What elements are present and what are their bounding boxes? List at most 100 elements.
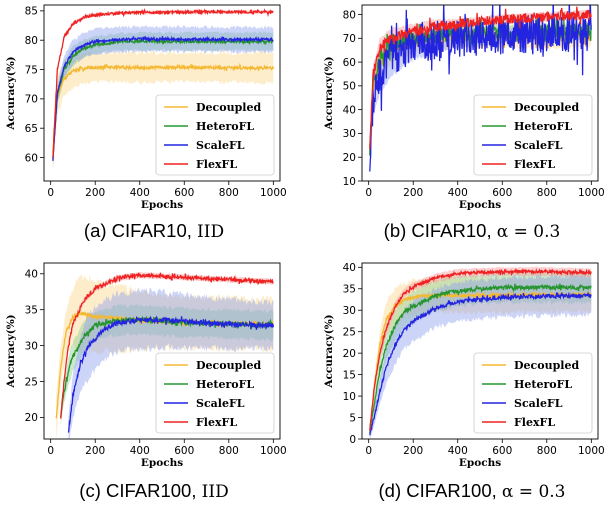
legend-label-scalefl: ScaleFL: [514, 397, 563, 410]
y-tick-label: 30: [25, 340, 38, 352]
x-tick-label: 0: [47, 187, 54, 199]
plot-area: [52, 7, 274, 172]
legend-label-scalefl: ScaleFL: [196, 397, 245, 410]
chart-panel-3: 0 200 400 600 800 1000 20 25 30 35 40 Epochs Accurac…: [5, 262, 287, 502]
band-heterofl: [60, 303, 274, 426]
x-tick-label: 200: [85, 187, 105, 199]
x-tick-label: 0: [47, 445, 54, 457]
legend: Decoupled HeteroFL ScaleFL FlexFL: [155, 94, 275, 176]
legend-label-heterofl: HeteroFL: [196, 120, 254, 133]
y-tick-label: 70: [343, 33, 356, 45]
caption-setting: IID: [202, 482, 229, 502]
x-tick-label: 800: [537, 445, 557, 457]
legend-label-heterofl: HeteroFL: [514, 120, 572, 133]
y-tick-label: 40: [25, 269, 38, 281]
series-line-heterofl: [52, 37, 274, 159]
y-tick-label: 25: [343, 326, 356, 338]
y-tick-label: 75: [25, 64, 38, 76]
x-axis-label: Epochs: [459, 199, 501, 211]
x-axis-label: Epochs: [141, 457, 183, 469]
y-tick-label: 35: [343, 284, 356, 296]
legend-label-flexfl: FlexFL: [196, 158, 237, 171]
chart-panel-4: 0 200 400 600 800 1000 0 5 10 15 20 25 30 35 40 Epochs A…: [323, 262, 605, 502]
legend-label-decoupled: Decoupled: [514, 101, 579, 114]
series-line-scalefl: [369, 5, 592, 172]
plot-area: [55, 271, 274, 439]
legend: Decoupled HeteroFL ScaleFL FlexFL: [473, 352, 593, 434]
panel-caption: (d) CIFAR100, α = 0.3: [379, 480, 566, 502]
series-line-heterofl: [369, 283, 592, 434]
y-tick-label: 80: [343, 9, 356, 21]
y-tick-label: 80: [25, 35, 38, 47]
x-tick-label: 800: [537, 187, 557, 199]
x-tick-label: 600: [492, 187, 512, 199]
legend: Decoupled HeteroFL ScaleFL FlexFL: [473, 94, 593, 176]
y-tick-label: 50: [343, 81, 356, 93]
chart-panel-1: 0 200 400 600 800 1000 60 65 70 75 80 85 Epochs Accur…: [5, 4, 287, 242]
band-decoupled: [52, 50, 274, 172]
x-tick-label: 0: [365, 187, 372, 199]
y-tick-label: 40: [343, 262, 356, 274]
band-heterofl: [369, 270, 592, 438]
x-tick-label: 800: [219, 445, 239, 457]
caption-label: (b): [384, 220, 412, 241]
x-tick-label: 600: [174, 187, 194, 199]
x-axis-label: Epochs: [141, 199, 183, 211]
y-tick-label: 40: [343, 104, 356, 116]
y-tick-label: 10: [343, 176, 356, 188]
legend: Decoupled HeteroFL ScaleFL FlexFL: [155, 352, 275, 434]
axes-frame: [43, 262, 281, 440]
y-tick-label: 10: [343, 391, 356, 403]
legend-box: [473, 94, 593, 176]
x-tick-label: 400: [130, 187, 150, 199]
legend-box: [155, 94, 275, 176]
y-tick-label: 85: [25, 6, 38, 18]
y-tick-label: 30: [343, 128, 356, 140]
caption-label: (d): [379, 480, 407, 501]
x-tick-label: 200: [403, 187, 423, 199]
x-tick-label: 400: [448, 187, 468, 199]
chart-panel-2: 0 200 400 600 800 1000 10 20 30 40 50 60 70 80 Epochs A…: [323, 4, 605, 242]
legend-label-flexfl: FlexFL: [514, 416, 555, 429]
x-tick-label: 600: [492, 445, 512, 457]
y-axis-label: Accuracy(%): [323, 56, 335, 130]
panel-caption: (a) CIFAR10, IID: [84, 220, 224, 242]
caption-label: (c): [79, 480, 106, 501]
axes-frame: [361, 4, 599, 182]
series-line-flexfl: [369, 6, 592, 150]
x-tick-label: 200: [85, 445, 105, 457]
legend-label-heterofl: HeteroFL: [514, 378, 572, 391]
y-tick-label: 15: [343, 369, 356, 381]
plot-area: [369, 5, 592, 172]
x-axis-label: Epochs: [459, 457, 501, 469]
x-tick-label: 1000: [578, 187, 605, 199]
x-tick-label: 200: [403, 445, 423, 457]
x-tick-label: 800: [219, 187, 239, 199]
series-line-flexfl: [52, 7, 274, 158]
legend-label-heterofl: HeteroFL: [196, 378, 254, 391]
y-tick-label: 30: [343, 305, 356, 317]
y-axis-label: Accuracy(%): [323, 314, 335, 388]
series-line-scalefl: [369, 290, 592, 436]
legend-label-flexfl: FlexFL: [514, 158, 555, 171]
x-tick-label: 600: [174, 445, 194, 457]
y-axis-label: Accuracy(%): [5, 314, 17, 388]
x-tick-label: 400: [130, 445, 150, 457]
caption-dataset: CIFAR100,: [106, 480, 202, 501]
y-tick-label: 60: [343, 57, 356, 69]
panel-caption: (c) CIFAR100, IID: [79, 480, 228, 502]
series-line-flexfl: [60, 272, 274, 419]
series-line-scalefl: [52, 35, 274, 161]
series-line-decoupled: [52, 62, 274, 153]
y-tick-label: 20: [25, 412, 38, 424]
y-tick-label: 0: [349, 434, 356, 446]
y-tick-label: 20: [343, 348, 356, 360]
y-tick-label: 20: [343, 152, 356, 164]
y-tick-label: 5: [349, 412, 356, 424]
x-tick-label: 1000: [578, 445, 605, 457]
y-tick-label: 25: [25, 376, 38, 388]
x-tick-label: 400: [448, 445, 468, 457]
axes-frame: [361, 262, 599, 440]
y-tick-label: 65: [25, 123, 38, 135]
